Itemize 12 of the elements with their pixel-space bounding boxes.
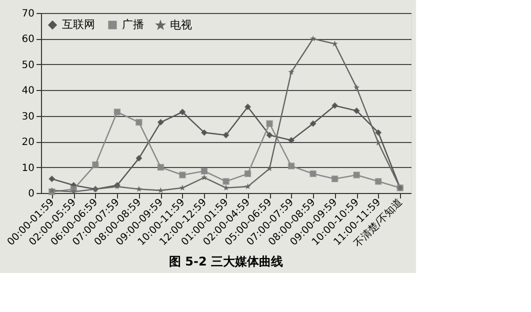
y-tick-label: 20 bbox=[22, 137, 34, 148]
y-tick-label: 50 bbox=[22, 60, 34, 71]
y-tick-label: 60 bbox=[22, 34, 34, 46]
y-tick-label: 10 bbox=[22, 162, 34, 174]
y-tick-label: 0 bbox=[28, 188, 34, 200]
legend-label: 互联网 bbox=[62, 18, 95, 31]
y-tick-label: 70 bbox=[22, 8, 34, 20]
text: 图 5-2 三大媒体曲线 bbox=[168, 254, 284, 268]
y-tick-label: 40 bbox=[22, 86, 34, 97]
y-tick-label: 30 bbox=[22, 111, 34, 122]
legend-label: 广播 bbox=[122, 18, 144, 31]
legend-label: 电视 bbox=[170, 18, 192, 32]
